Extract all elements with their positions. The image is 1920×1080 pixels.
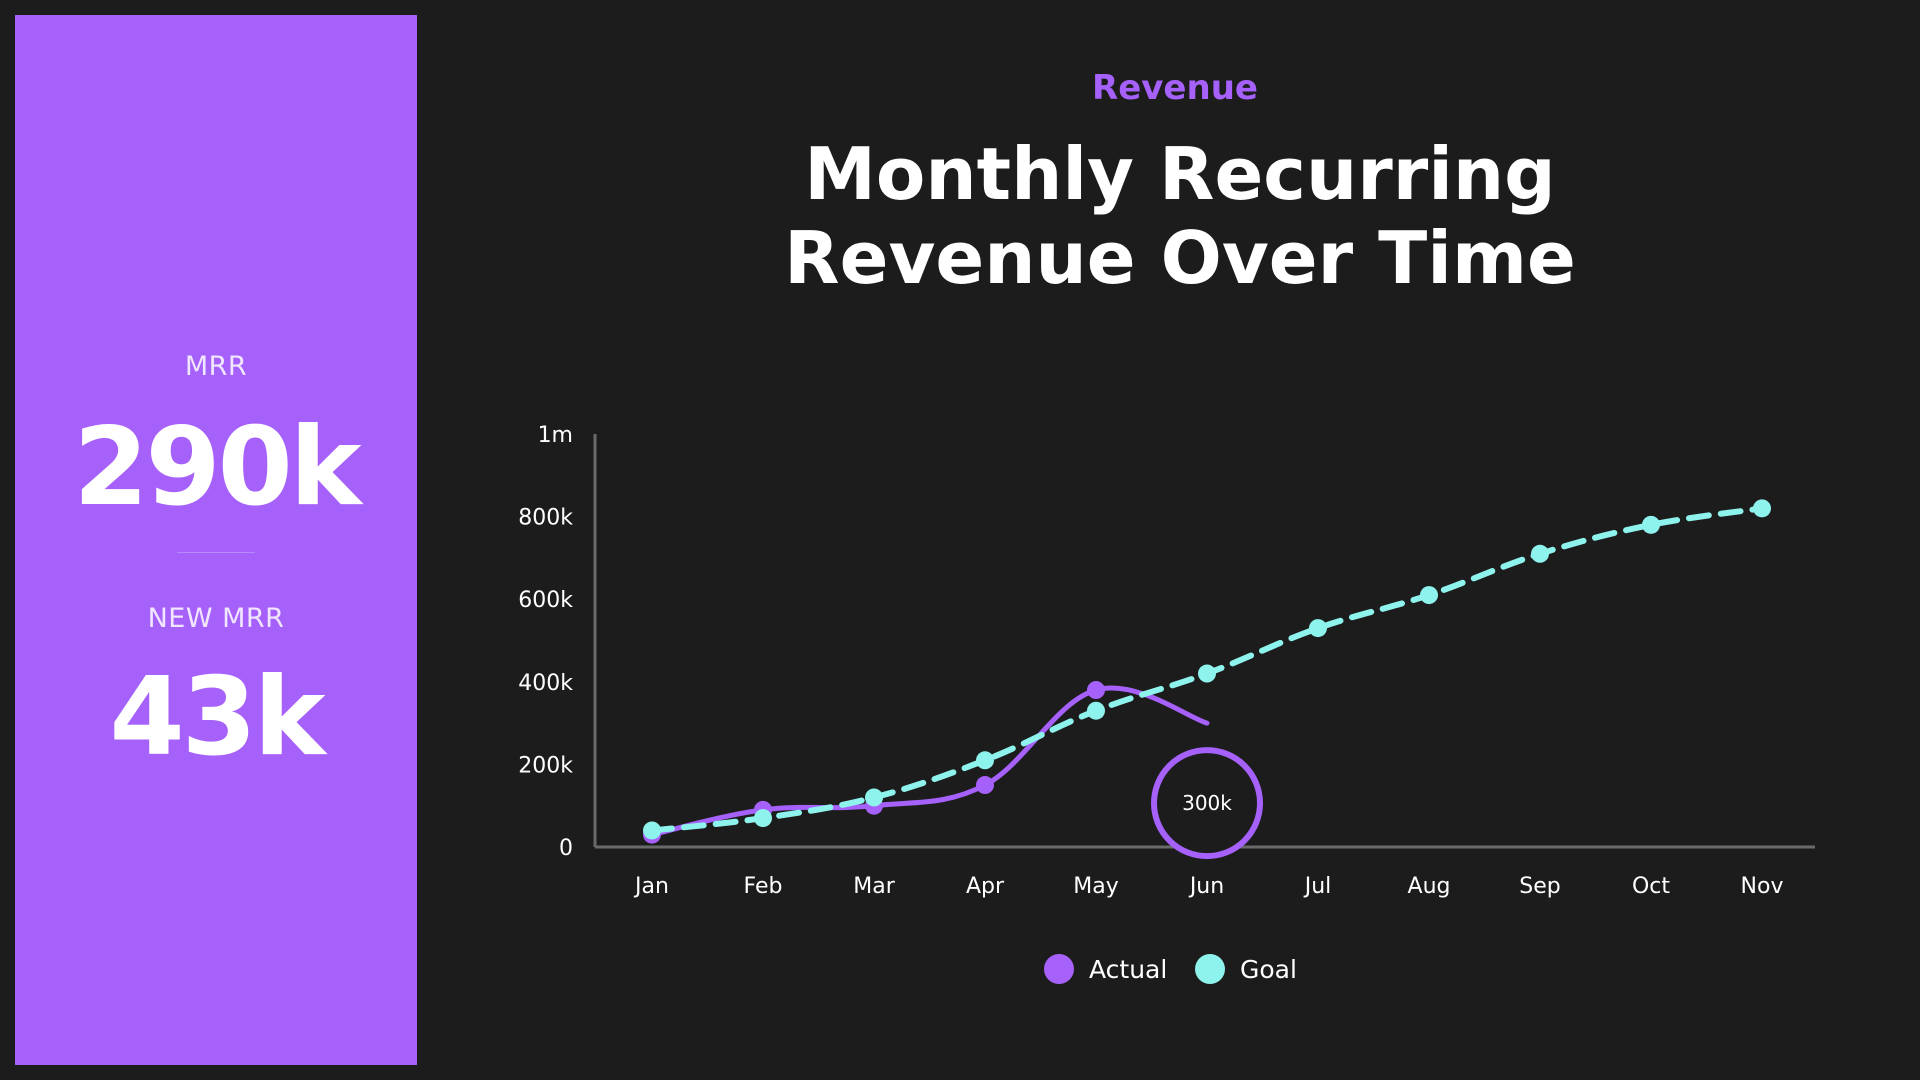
actual-point: [1087, 681, 1105, 700]
mrr-label: MRR: [184, 351, 248, 382]
stats-panel: MRR 290k NEW MRR 43k: [15, 15, 417, 1065]
goal-point: [1309, 619, 1327, 638]
goal-point: [976, 751, 994, 770]
x-tick-label: Feb: [744, 874, 783, 899]
y-tick-label: 0: [559, 836, 573, 861]
y-tick-label: 600k: [518, 588, 573, 613]
x-tick-label: Apr: [966, 874, 1005, 899]
annotation-ring: [1151, 747, 1263, 860]
chart-title: Monthly Recurring Revenue Over Time: [784, 132, 1576, 300]
y-tick-label: 200k: [518, 753, 573, 778]
mrr-value: 290k: [73, 405, 361, 530]
x-tick-label: Oct: [1632, 874, 1670, 899]
x-tick-label: May: [1073, 874, 1118, 899]
goal-point: [754, 809, 772, 828]
y-tick-label: 1m: [538, 423, 573, 448]
annotation-label: 300k: [1182, 791, 1232, 815]
goal-point: [1420, 586, 1438, 605]
y-tick-label: 400k: [518, 671, 573, 696]
actual-point: [976, 776, 994, 795]
x-tick-label: Jan: [633, 874, 669, 899]
goal-point: [1642, 515, 1660, 534]
x-tick-label: Aug: [1408, 874, 1451, 899]
x-tick-label: Jun: [1188, 874, 1224, 899]
actual-line: [649, 685, 1210, 838]
goal-point: [643, 821, 661, 840]
section-eyebrow: Revenue: [1092, 68, 1258, 108]
goal-point: [1753, 499, 1771, 518]
stats-divider: [177, 552, 255, 553]
new-mrr-label: NEW MRR: [147, 603, 285, 634]
x-tick-label: Jul: [1303, 874, 1332, 899]
goal-point: [865, 788, 883, 807]
x-tick-label: Mar: [853, 874, 895, 899]
new-mrr-value: 43k: [109, 655, 325, 780]
x-tick-label: Sep: [1519, 874, 1560, 899]
legend-swatch-actual: [1044, 954, 1074, 984]
goal-point: [1531, 544, 1549, 563]
legend-label-actual: Actual: [1089, 955, 1167, 984]
goal-point: [1198, 664, 1216, 683]
goal-point: [1087, 701, 1105, 720]
y-tick-label: 800k: [518, 506, 573, 531]
legend-label-goal: Goal: [1240, 955, 1297, 984]
x-tick-label: Nov: [1741, 874, 1784, 899]
legend-swatch-goal: [1195, 954, 1225, 984]
